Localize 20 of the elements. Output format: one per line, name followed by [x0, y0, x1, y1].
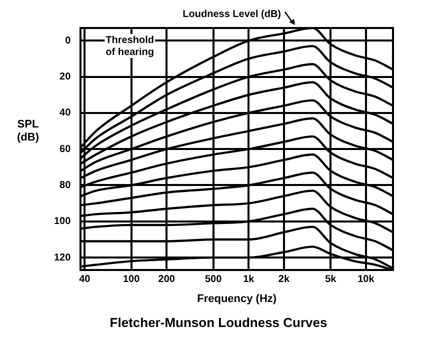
y-tick-label: 100 — [54, 216, 72, 228]
x-tick-label: 2k — [278, 274, 290, 285]
x-tick-label: 200 — [158, 274, 176, 285]
y-tick-label: 40 — [60, 108, 72, 119]
x-tick-label: 10k — [358, 274, 375, 285]
x-tick-label: 1k — [243, 274, 255, 285]
y-tick-label: 60 — [60, 144, 72, 155]
x-tick-label: 40 — [79, 274, 91, 285]
x-tick-label: 100 — [122, 274, 140, 285]
x-tick-label: 5k — [325, 274, 337, 285]
y-axis-title: SPL (dB) — [17, 118, 40, 144]
text: Fletcher-Munson Loudness Curves — [110, 314, 328, 330]
x-tick-label: 500 — [204, 274, 222, 285]
y-tick-label: 120 — [54, 252, 72, 264]
y-tick-label: 20 — [60, 72, 72, 83]
text: Loudness Level (dB) — [182, 8, 282, 20]
y-tick-label: 80 — [60, 180, 72, 191]
x-axis-title: Frequency (Hz) — [197, 292, 277, 305]
annotation: Threshold of hearing — [106, 34, 154, 58]
y-tick-label: 0 — [65, 35, 72, 46]
